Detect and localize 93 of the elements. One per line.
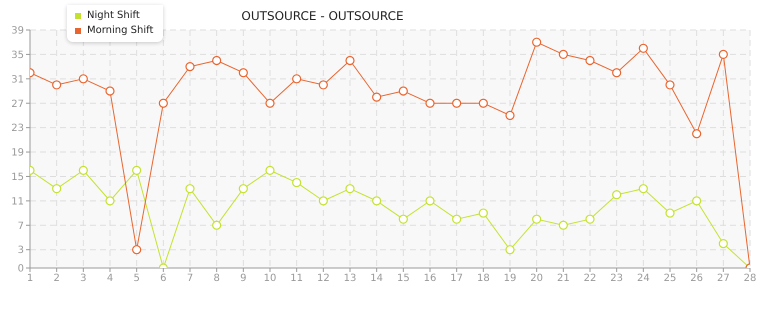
y-tick-label: 35 [11,50,24,61]
point [718,238,728,248]
point [265,98,275,108]
x-tick-label: 6 [160,273,167,284]
x-tick-label: 5 [133,273,140,284]
x-tick-label: 25 [664,273,676,284]
x-tick-label: 17 [450,273,464,284]
point [585,214,595,224]
point [692,196,702,206]
x-tick-label: 23 [610,273,624,284]
x-tick-label: 16 [424,273,436,284]
y-tick-label: 39 [11,26,24,37]
point [318,196,328,206]
point [345,56,355,66]
point [372,92,382,102]
x-tick-label: 26 [690,273,704,284]
y-tick-label: 11 [11,196,24,208]
point [212,56,222,66]
point [132,166,142,175]
y-tick-label: 0 [18,264,24,275]
y-tick-label: 31 [11,74,24,86]
point [52,184,62,194]
point [238,68,248,78]
point [185,184,195,194]
x-tick-label: 1 [26,273,34,284]
x-tick-label: 13 [344,273,356,284]
point [158,98,168,108]
point [665,80,675,90]
point [612,68,622,78]
point [318,80,328,90]
x-tick-label: 22 [584,273,596,284]
x-tick-label: 14 [370,273,384,284]
point [345,184,355,194]
point [532,38,542,47]
point [425,196,435,206]
point [692,129,702,138]
x-tick-label: 24 [636,273,650,284]
y-tick-label: 15 [11,172,24,184]
y-tick-label: 3 [18,245,24,256]
point [532,214,542,224]
point [185,62,195,72]
point [292,178,302,188]
x-tick-label: 12 [316,273,330,284]
point [478,98,488,108]
point [452,98,462,108]
point [558,50,568,60]
x-tick-label: 7 [186,273,194,284]
x-tick-label: 15 [396,273,410,284]
x-tick-label: 3 [80,273,87,284]
point [238,184,248,194]
y-tick-label: 7 [18,220,24,232]
x-tick-label: 9 [240,273,247,284]
x-tick-label: 2 [53,273,60,284]
point [372,196,382,206]
y-tick-label: 19 [11,148,24,159]
x-tick-label: 20 [530,273,544,284]
point [425,98,435,108]
point [478,208,488,218]
point [78,166,88,175]
point [52,80,62,90]
x-tick-label: 21 [556,273,570,284]
point [212,220,222,230]
point [612,190,622,200]
x-tick-label: 11 [290,273,304,284]
point [558,220,568,230]
legend-label: Night Shift [87,10,140,21]
point [505,245,515,254]
point [398,214,408,224]
point [718,50,728,60]
x-tick-label: 28 [744,273,756,284]
x-tick-label: 27 [716,273,730,284]
x-tick-label: 19 [504,273,516,284]
point [265,166,275,175]
y-tick-label: 27 [11,98,24,110]
x-tick-label: 8 [213,273,220,284]
point [665,208,675,218]
chart-title: OUTSOURCE - OUTSOURCE [241,9,404,23]
point [505,110,515,120]
point [105,86,115,96]
point [398,86,408,96]
x-tick-label: 10 [264,273,276,284]
point [292,74,302,84]
point [132,245,142,254]
y-tick-label: 23 [11,123,24,134]
x-tick-label: 18 [476,273,490,284]
legend-label: Morning Shift [87,25,154,36]
point [452,214,462,224]
point [105,196,115,206]
point [78,74,88,84]
point [585,56,595,66]
point [638,44,648,53]
x-tick-label: 4 [106,273,114,284]
point [638,184,648,194]
